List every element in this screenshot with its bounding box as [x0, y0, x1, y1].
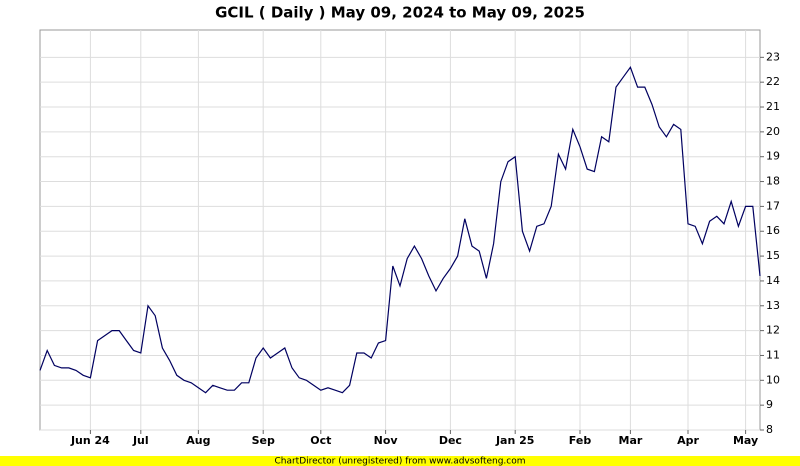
y-tick-label: 13	[766, 299, 780, 312]
x-tick-label: Nov	[374, 434, 399, 447]
y-tick-label: 9	[766, 398, 773, 411]
x-tick-label: Apr	[677, 434, 699, 447]
price-line	[39, 66, 761, 394]
y-tick-label: 19	[766, 150, 780, 163]
y-tick-label: 21	[766, 100, 780, 113]
y-tick-label: 15	[766, 249, 780, 262]
y-tick-label: 18	[766, 175, 780, 188]
footer-bar	[0, 456, 800, 466]
x-tick-label: Aug	[186, 434, 210, 447]
y-tick-label: 10	[766, 373, 780, 386]
x-tick-label: Mar	[619, 434, 643, 447]
y-tick-label: 8	[766, 423, 773, 436]
x-tick-label: Oct	[310, 434, 331, 447]
footer: ChartDirector (unregistered) from www.ad…	[274, 457, 525, 466]
y-tick-label: 20	[766, 125, 780, 138]
plot-area	[39, 29, 761, 431]
x-tick-label: May	[733, 434, 758, 447]
x-tick-label: Jan 25	[495, 434, 534, 447]
x-tick-label: Dec	[439, 434, 462, 447]
x-tick-label: Jun 24	[70, 434, 110, 447]
y-tick-label: 14	[766, 274, 780, 287]
y-tick-label: 22	[766, 75, 780, 88]
y-tick-label: 16	[766, 224, 780, 237]
x-tick-label: Jul	[132, 434, 149, 447]
y-tick-label: 12	[766, 324, 780, 337]
x-tick-label: Feb	[569, 434, 592, 447]
chart-title: GCIL ( Daily ) May 09, 2024 to May 09, 2…	[215, 4, 585, 22]
y-tick-label: 11	[766, 348, 780, 361]
y-tick-label: 23	[766, 50, 780, 63]
y-tick-label: 17	[766, 199, 780, 212]
x-tick-label: Sep	[252, 434, 275, 447]
